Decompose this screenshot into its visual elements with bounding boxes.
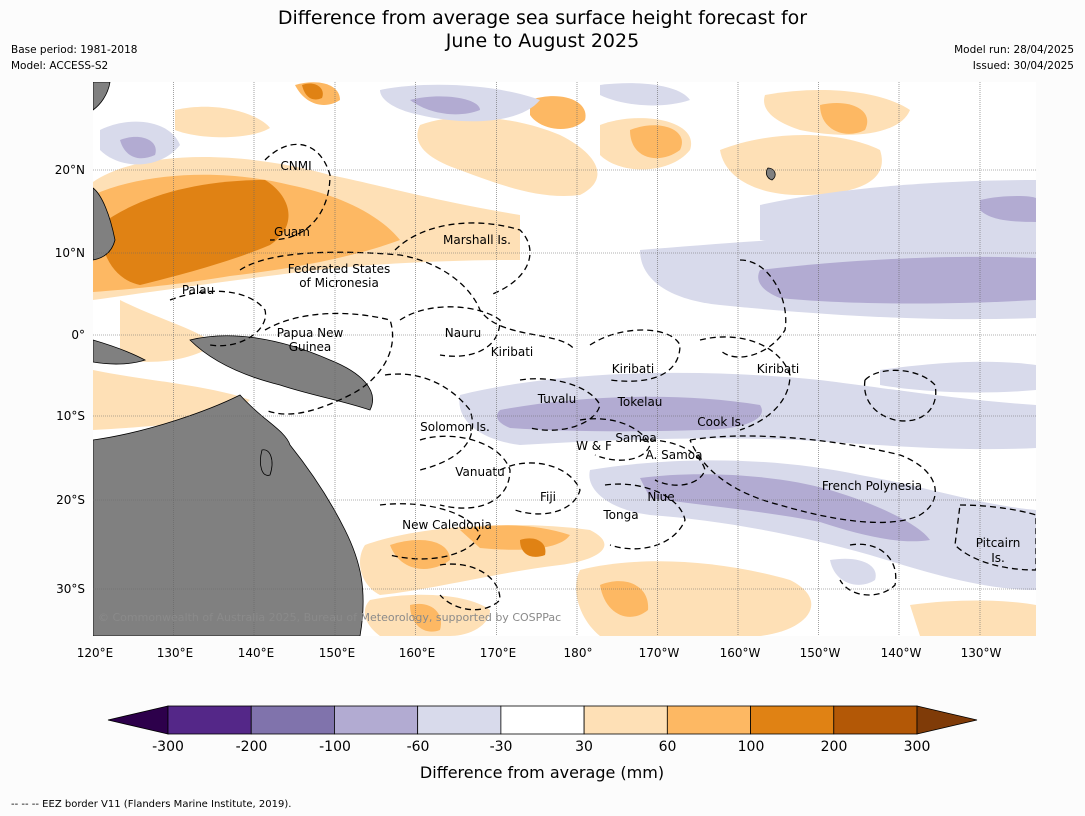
- label-vanuatu: Vanuatu: [455, 465, 505, 479]
- colorbar-extend-high: [916, 705, 978, 735]
- label-new-caledonia: New Caledonia: [402, 518, 492, 532]
- cb-label-minus60: -60: [407, 739, 430, 755]
- new-guinea-land: [189, 335, 373, 411]
- lon-tick-140e: 140°E: [238, 646, 275, 660]
- label-tokelau: Tokelau: [617, 395, 663, 409]
- label-american-samoa: A. Samoa: [646, 448, 703, 462]
- meta-left: Base period: 1981-2018 Model: ACCESS-S2: [11, 42, 137, 74]
- label-tuvalu: Tuvalu: [537, 392, 577, 406]
- label-marshall-islands: Marshall Is.: [443, 233, 511, 247]
- longitude-ticks: 120°E 130°E 140°E 150°E 160°E 170°E 180°…: [77, 646, 1002, 660]
- label-french-polynesia: French Polynesia: [822, 479, 922, 493]
- lon-tick-150e: 150°E: [319, 646, 356, 660]
- model-name: Model: ACCESS-S2: [11, 60, 109, 72]
- colorbar: [107, 705, 978, 735]
- label-kiribati-west: Kiribati: [491, 345, 533, 359]
- label-niue: Niue: [647, 490, 674, 504]
- colorbar-labels: -300 -200 -100 -60 -30 30 60 100 200 300: [152, 739, 930, 755]
- colorbar-swatch: [750, 705, 835, 735]
- cb-label-minus200: -200: [236, 739, 268, 755]
- cb-label-100: 100: [738, 739, 765, 755]
- title-line-2: June to August 2025: [445, 30, 640, 52]
- lat-tick-20n: 20°N: [55, 163, 85, 177]
- place-labels: CNMI Guam Marshall Is. Federated States …: [182, 159, 1020, 565]
- label-kiribati-east: Kiribati: [757, 362, 799, 376]
- base-period: Base period: 1981-2018: [11, 44, 138, 56]
- eez-borders: [169, 143, 1036, 611]
- label-guam: Guam: [274, 225, 310, 239]
- cb-label-30: 30: [575, 739, 593, 755]
- label-pitcairn-line-2: Is.: [991, 551, 1005, 565]
- lat-tick-20s: 20°S: [56, 493, 85, 507]
- lon-tick-120e: 120°E: [77, 646, 114, 660]
- lat-tick-0: 0°: [71, 328, 85, 342]
- title-line-1: Difference from average sea surface heig…: [277, 7, 808, 29]
- lon-tick-140w: 140°W: [881, 646, 922, 660]
- colorbar-extend-low: [107, 705, 169, 735]
- lon-tick-130e: 130°E: [157, 646, 194, 660]
- hawaii-land: [765, 167, 776, 181]
- new-caledonia-land: [260, 449, 273, 476]
- label-kiribati-central: Kiribati: [612, 362, 654, 376]
- label-fsm-line-2: of Micronesia: [299, 276, 379, 290]
- lat-tick-10s: 10°S: [56, 409, 85, 423]
- label-fsm-line-1: Federated States: [288, 262, 390, 276]
- cb-label-200: 200: [821, 739, 848, 755]
- label-png-line-2: Guinea: [289, 340, 332, 354]
- colorbar-swatch: [833, 705, 918, 735]
- copyright-notice: © Commonwealth of Australia 2025, Bureau…: [98, 611, 561, 624]
- taiwan-land: [93, 82, 111, 111]
- label-cnmi: CNMI: [280, 159, 311, 173]
- label-tonga: Tonga: [602, 508, 638, 522]
- lon-tick-130w: 130°W: [961, 646, 1002, 660]
- colorbar-title: Difference from average (mm): [420, 763, 664, 782]
- label-wallis-futuna: W & F: [576, 439, 612, 453]
- label-pitcairn-line-1: Pitcairn: [976, 536, 1021, 550]
- cb-label-300: 300: [904, 739, 931, 755]
- lon-tick-170w: 170°W: [639, 646, 680, 660]
- lat-tick-10n: 10°N: [55, 246, 85, 260]
- colorbar-swatch: [666, 705, 751, 735]
- land-masses: [93, 82, 776, 636]
- cb-label-minus100: -100: [319, 739, 351, 755]
- meta-right: Model run: 28/04/2025 Issued: 30/04/2025: [954, 42, 1074, 74]
- label-solomon-islands: Solomon Is.: [420, 420, 490, 434]
- label-fiji: Fiji: [540, 490, 556, 504]
- gridlines: [93, 82, 1036, 636]
- colorbar-swatch: [167, 705, 252, 735]
- label-cook-islands: Cook Is.: [697, 415, 744, 429]
- label-png-line-1: Papua New: [277, 326, 344, 340]
- latitude-ticks: 20°N 10°N 0° 10°S 20°S 30°S: [55, 163, 85, 596]
- issued-date: Issued: 30/04/2025: [972, 60, 1074, 72]
- lon-tick-150w: 150°W: [800, 646, 841, 660]
- colorbar-swatch: [583, 705, 668, 735]
- cb-label-minus30: -30: [490, 739, 513, 755]
- australia-land: [93, 394, 364, 636]
- cb-label-60: 60: [659, 739, 677, 755]
- label-nauru: Nauru: [445, 326, 481, 340]
- colorbar-swatch: [417, 705, 502, 735]
- cb-label-minus300: -300: [152, 739, 184, 755]
- label-samoa: Samoa: [615, 431, 656, 445]
- colorbar-swatch: [334, 705, 419, 735]
- label-palau: Palau: [182, 283, 214, 297]
- lon-tick-160w: 160°W: [720, 646, 761, 660]
- colorbar-swatch: [250, 705, 335, 735]
- eez-footnote: -- -- -- EEZ border V11 (Flanders Marine…: [11, 799, 291, 810]
- lat-tick-30s: 30°S: [56, 582, 85, 596]
- philippines-land: [93, 187, 116, 261]
- sulawesi-land: [93, 339, 147, 365]
- map-title: Difference from average sea surface heig…: [0, 7, 1085, 53]
- lon-tick-170e: 170°E: [480, 646, 517, 660]
- lon-tick-180: 180°: [564, 646, 593, 660]
- lon-tick-160e: 160°E: [399, 646, 436, 660]
- model-run: Model run: 28/04/2025: [954, 44, 1074, 56]
- colorbar-swatch: [500, 705, 585, 735]
